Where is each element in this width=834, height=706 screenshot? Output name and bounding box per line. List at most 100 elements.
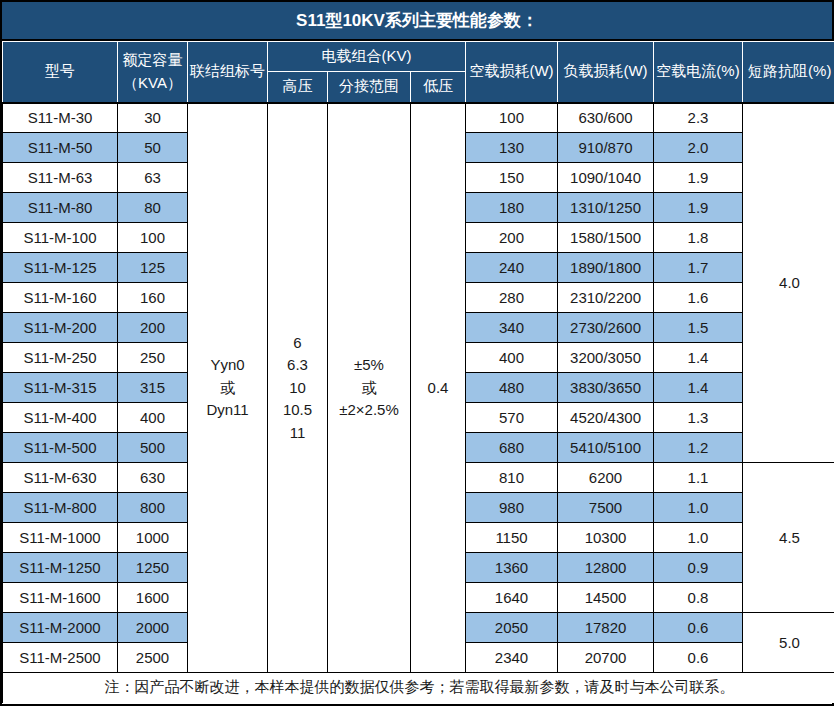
col-header-no-load-loss: 空载损耗(W)	[466, 42, 558, 103]
capacity-cell: 200	[118, 313, 188, 343]
load-loss-cell: 20700	[558, 643, 654, 673]
capacity-cell: 400	[118, 403, 188, 433]
model-cell: S11-M-500	[3, 433, 118, 463]
no-load-loss-cell: 680	[466, 433, 558, 463]
model-cell: S11-M-125	[3, 253, 118, 283]
load-loss-cell: 3200/3050	[558, 343, 654, 373]
no-load-loss-cell: 2050	[466, 613, 558, 643]
spec-table-sheet: S11型10KV系列主要性能参数： 型号 额定容量 （KVA） 联结组标号 电载…	[0, 0, 834, 706]
capacity-cell: 160	[118, 283, 188, 313]
no-load-current-cell: 2.0	[654, 133, 743, 163]
no-load-loss-cell: 240	[466, 253, 558, 283]
capacity-cell: 315	[118, 373, 188, 403]
no-load-current-cell: 1.4	[654, 343, 743, 373]
model-cell: S11-M-400	[3, 403, 118, 433]
note-row: 注：因产品不断改进，本样本提供的数据仅供参考；若需取得最新参数，请及时与本公司联…	[3, 673, 834, 703]
hv-cell: 6 6.3 10 10.5 11	[268, 103, 328, 673]
impedance-cell: 4.0	[743, 103, 834, 463]
no-load-loss-cell: 2340	[466, 643, 558, 673]
col-header-voltage-group: 电载组合(KV)	[268, 42, 466, 72]
no-load-current-cell: 0.6	[654, 613, 743, 643]
no-load-current-cell: 1.0	[654, 493, 743, 523]
spec-table: 型号 额定容量 （KVA） 联结组标号 电载组合(KV) 空载损耗(W) 负载损…	[2, 41, 834, 703]
col-header-hv: 高压	[268, 72, 328, 103]
no-load-current-cell: 0.9	[654, 553, 743, 583]
model-cell: S11-M-1250	[3, 553, 118, 583]
model-cell: S11-M-1000	[3, 523, 118, 553]
no-load-loss-cell: 180	[466, 193, 558, 223]
no-load-current-cell: 1.2	[654, 433, 743, 463]
load-loss-cell: 6200	[558, 463, 654, 493]
no-load-loss-cell: 400	[466, 343, 558, 373]
capacity-cell: 2000	[118, 613, 188, 643]
no-load-current-cell: 0.6	[654, 643, 743, 673]
model-cell: S11-M-2000	[3, 613, 118, 643]
table-body: S11-M-30 30 Yyn0 或 Dyn11 6 6.3 10 10.5 1…	[3, 103, 834, 673]
col-header-lv: 低压	[411, 72, 466, 103]
no-load-current-cell: 0.8	[654, 583, 743, 613]
connection-cell: Yyn0 或 Dyn11	[188, 103, 268, 673]
col-header-tap-range: 分接范围	[328, 72, 411, 103]
no-load-current-cell: 1.3	[654, 403, 743, 433]
no-load-current-cell: 1.0	[654, 523, 743, 553]
load-loss-cell: 1310/1250	[558, 193, 654, 223]
load-loss-cell: 910/870	[558, 133, 654, 163]
tap-range-cell: ±5% 或 ±2×2.5%	[328, 103, 411, 673]
impedance-cell: 4.5	[743, 463, 834, 613]
load-loss-cell: 1090/1040	[558, 163, 654, 193]
load-loss-cell: 10300	[558, 523, 654, 553]
no-load-current-cell: 1.6	[654, 283, 743, 313]
load-loss-cell: 14500	[558, 583, 654, 613]
col-header-connection: 联结组标号	[188, 42, 268, 103]
footer-note: 注：因产品不断改进，本样本提供的数据仅供参考；若需取得最新参数，请及时与本公司联…	[3, 673, 834, 703]
model-cell: S11-M-63	[3, 163, 118, 193]
capacity-cell: 500	[118, 433, 188, 463]
model-cell: S11-M-160	[3, 283, 118, 313]
model-cell: S11-M-1600	[3, 583, 118, 613]
no-load-loss-cell: 480	[466, 373, 558, 403]
no-load-loss-cell: 150	[466, 163, 558, 193]
model-cell: S11-M-50	[3, 133, 118, 163]
model-cell: S11-M-630	[3, 463, 118, 493]
model-cell: S11-M-80	[3, 193, 118, 223]
load-loss-cell: 7500	[558, 493, 654, 523]
col-header-impedance: 短路抗阻(%)	[743, 42, 834, 103]
no-load-current-cell: 1.7	[654, 253, 743, 283]
load-loss-cell: 17820	[558, 613, 654, 643]
load-loss-cell: 3830/3650	[558, 373, 654, 403]
no-load-loss-cell: 1150	[466, 523, 558, 553]
capacity-cell: 630	[118, 463, 188, 493]
no-load-current-cell: 1.9	[654, 193, 743, 223]
lv-cell: 0.4	[411, 103, 466, 673]
load-loss-cell: 1890/1800	[558, 253, 654, 283]
no-load-loss-cell: 340	[466, 313, 558, 343]
model-cell: S11-M-250	[3, 343, 118, 373]
load-loss-cell: 2730/2600	[558, 313, 654, 343]
no-load-loss-cell: 1360	[466, 553, 558, 583]
capacity-cell: 1600	[118, 583, 188, 613]
capacity-cell: 125	[118, 253, 188, 283]
model-cell: S11-M-315	[3, 373, 118, 403]
table-footer: 注：因产品不断改进，本样本提供的数据仅供参考；若需取得最新参数，请及时与本公司联…	[3, 673, 834, 703]
load-loss-cell: 1580/1500	[558, 223, 654, 253]
capacity-cell: 800	[118, 493, 188, 523]
no-load-current-cell: 1.8	[654, 223, 743, 253]
model-cell: S11-M-200	[3, 313, 118, 343]
no-load-loss-cell: 100	[466, 103, 558, 133]
load-loss-cell: 630/600	[558, 103, 654, 133]
model-cell: S11-M-800	[3, 493, 118, 523]
model-cell: S11-M-30	[3, 103, 118, 133]
load-loss-cell: 5410/5100	[558, 433, 654, 463]
no-load-loss-cell: 130	[466, 133, 558, 163]
impedance-cell: 5.0	[743, 613, 834, 673]
no-load-loss-cell: 280	[466, 283, 558, 313]
no-load-loss-cell: 810	[466, 463, 558, 493]
capacity-cell: 1000	[118, 523, 188, 553]
model-cell: S11-M-2500	[3, 643, 118, 673]
table-row: S11-M-30 30 Yyn0 或 Dyn11 6 6.3 10 10.5 1…	[3, 103, 834, 133]
load-loss-cell: 12800	[558, 553, 654, 583]
capacity-cell: 250	[118, 343, 188, 373]
capacity-cell: 30	[118, 103, 188, 133]
capacity-cell: 80	[118, 193, 188, 223]
capacity-cell: 1250	[118, 553, 188, 583]
